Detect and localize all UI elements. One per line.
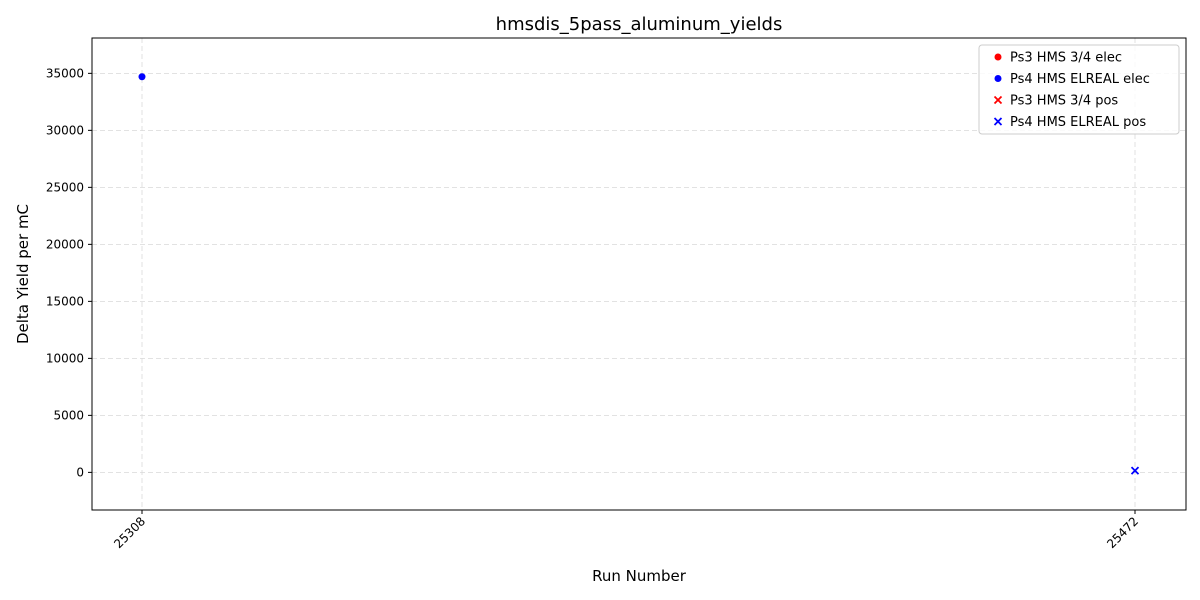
marks-layer [138, 73, 1140, 475]
legend-label: Ps4 HMS ELREAL pos [1010, 115, 1146, 130]
y-tick-label: 30000 [46, 123, 84, 137]
axes-layer: 0 5000 10000 15000 20000 25000 30000 35000 25308… [46, 66, 1141, 551]
y-tick-label: 35000 [46, 66, 84, 80]
legend-marker [993, 117, 1003, 126]
legend-item: Ps3 HMS 3/4 elec [994, 51, 1122, 66]
legend-label: Ps3 HMS 3/4 elec [1010, 51, 1122, 66]
legend-label: Ps4 HMS ELREAL elec [1010, 72, 1150, 87]
legend-marker [993, 95, 1003, 105]
legend-marker [994, 53, 1002, 61]
data-point [138, 73, 146, 81]
legend-label: Ps3 HMS 3/4 pos [1010, 94, 1118, 109]
legend: Ps3 HMS 3/4 elec Ps4 HMS ELREAL elec Ps3 H… [978, 44, 1180, 135]
legend-frame [978, 44, 1180, 135]
y-axis-label: Delta Yield per mC [14, 204, 32, 344]
x-tick-label: 25308 [111, 514, 148, 551]
data-point [1130, 466, 1140, 475]
y-tick-label: 15000 [46, 294, 84, 308]
legend-item: Ps4 HMS ELREAL elec [994, 72, 1150, 87]
legend-item: Ps4 HMS ELREAL pos [993, 115, 1146, 130]
chart-title: hmsdis_5pass_aluminum_yields [496, 14, 783, 35]
plot-frame [91, 37, 1187, 511]
legend-item: Ps3 HMS 3/4 pos [993, 94, 1118, 109]
y-tick-label: 0 [76, 465, 84, 479]
legend-marker [994, 75, 1002, 82]
x-tick-label: 25472 [1104, 514, 1141, 551]
x-axis-label: Run Number [592, 567, 687, 585]
y-tick-label: 20000 [46, 237, 84, 251]
grid-layer [92, 38, 1186, 510]
y-tick-label: 5000 [53, 408, 84, 422]
y-tick-label: 25000 [46, 180, 84, 194]
y-tick-label: 10000 [46, 351, 84, 365]
